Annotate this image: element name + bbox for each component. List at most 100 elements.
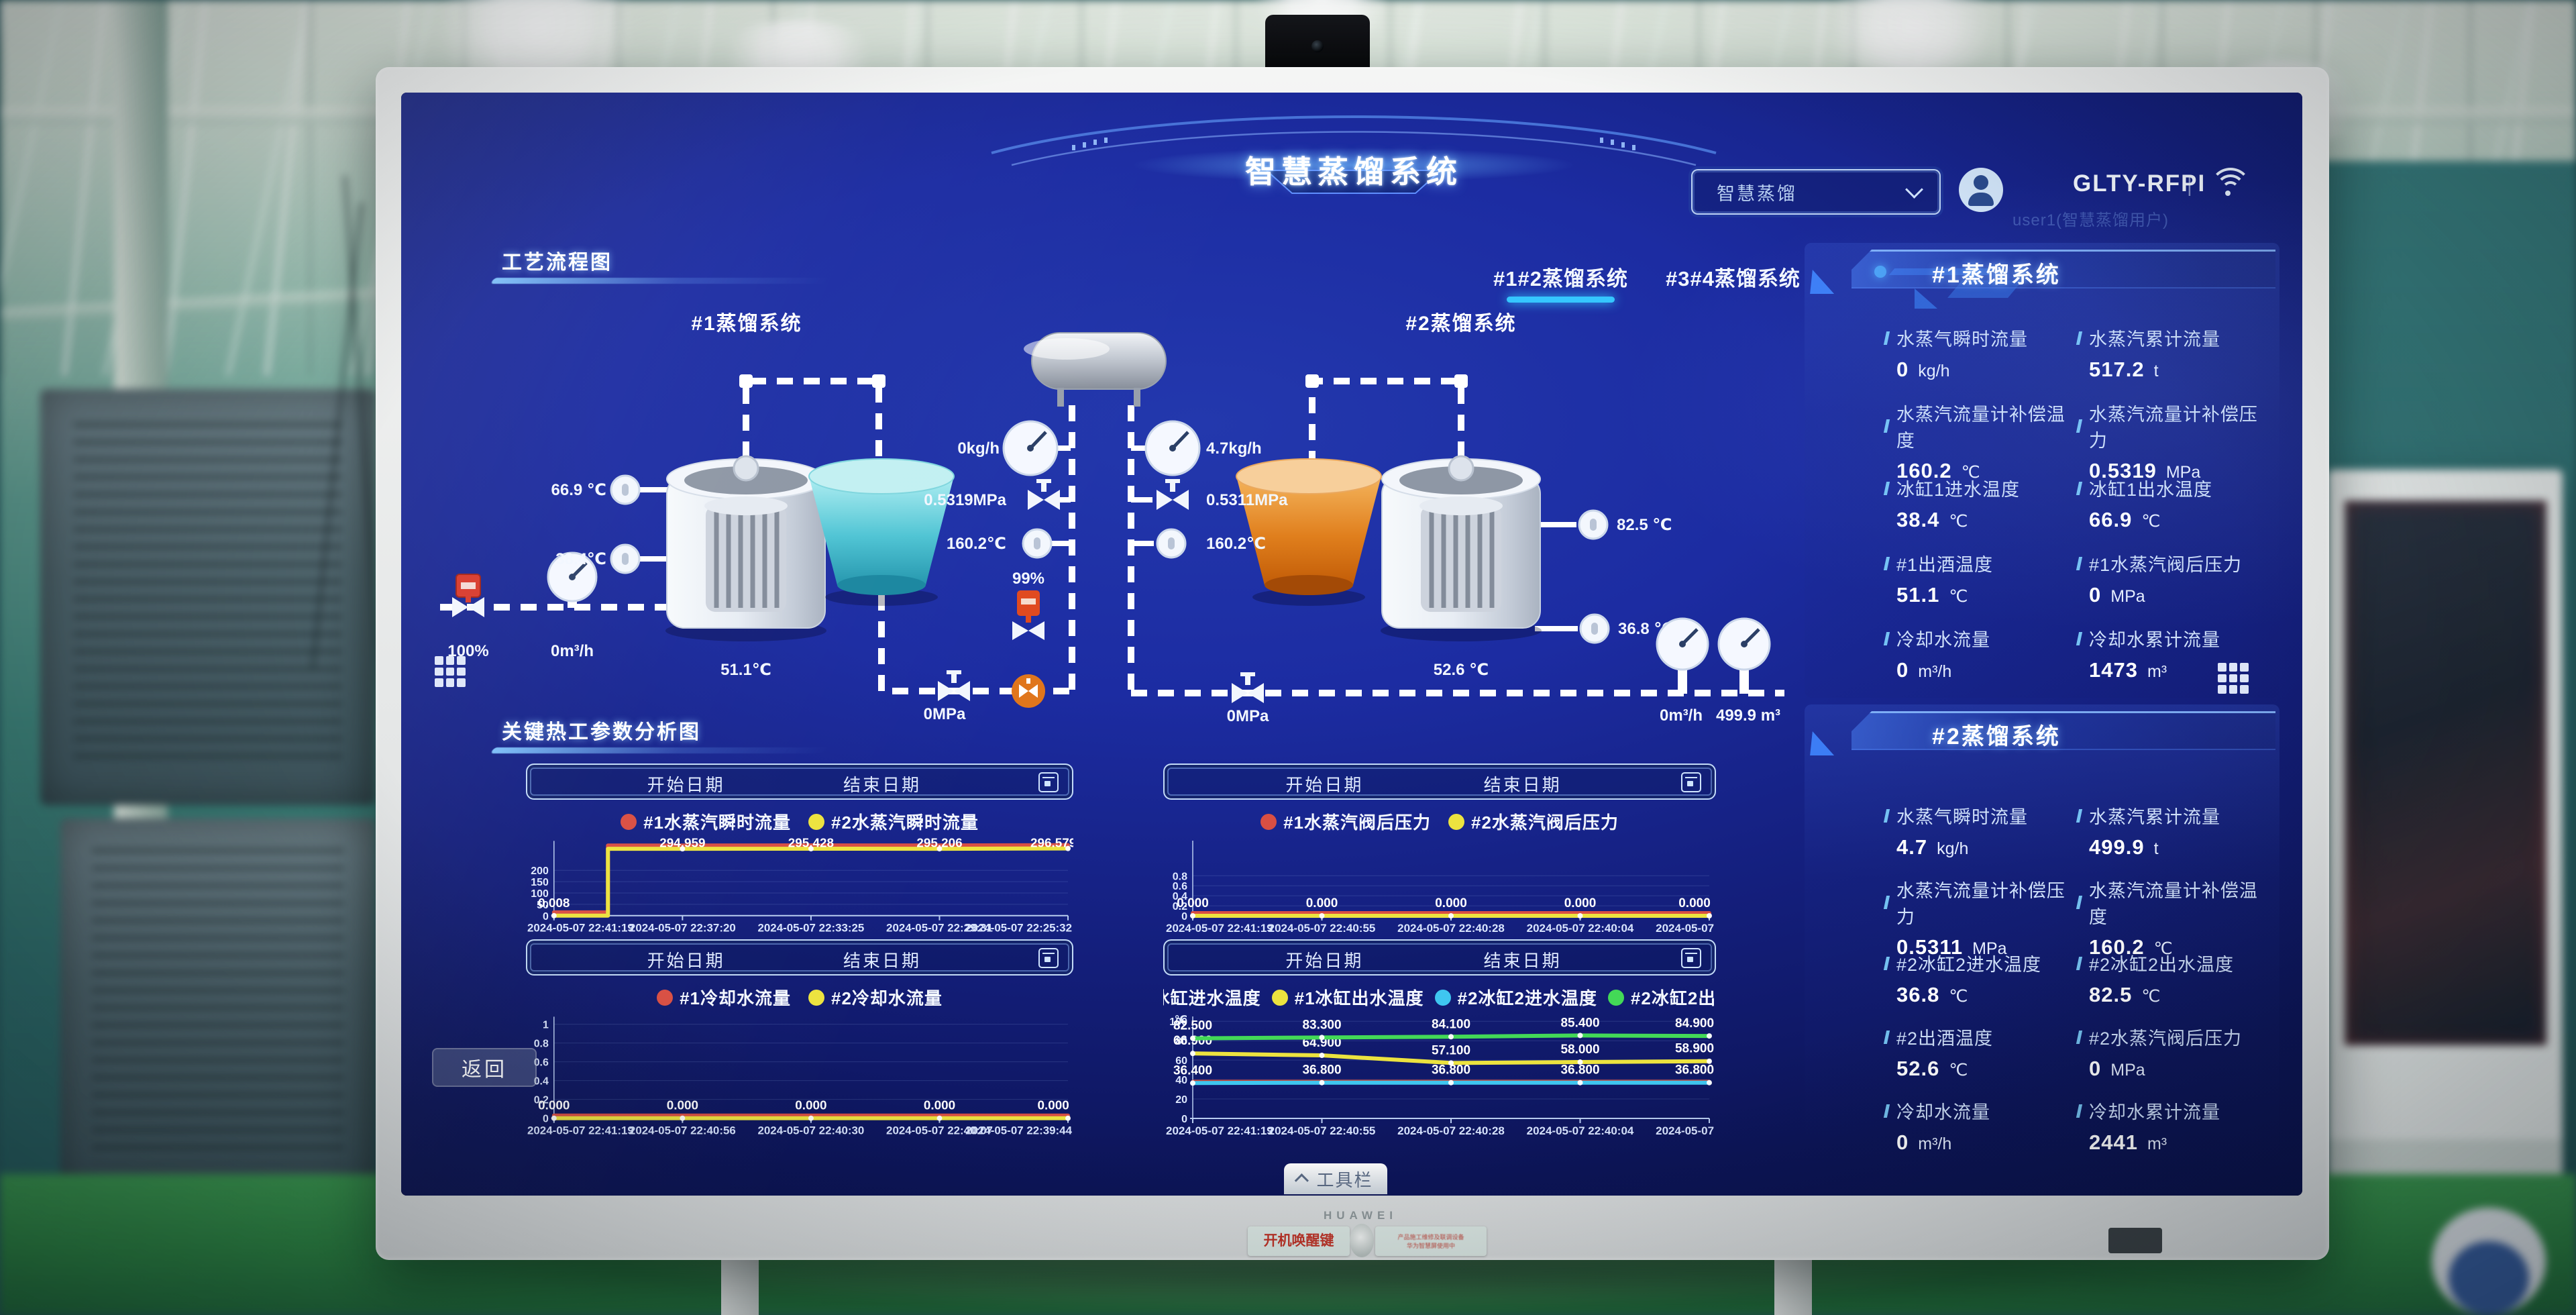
- calendar-icon[interactable]: [1681, 948, 1701, 968]
- metric-item: 冰缸1出水温度 66.9 ℃: [2076, 475, 2270, 550]
- brand-logo: HUAWEI: [1324, 1209, 1397, 1222]
- calendar-icon[interactable]: [1038, 948, 1059, 968]
- metric-item: #2冰缸2出水温度 82.5 ℃: [2076, 950, 2270, 1024]
- bottom-bezel: HUAWEI 开机唤醒键→→→ 产品施工维修及联调设备 华为智慧屏使用中: [401, 1200, 2302, 1260]
- feed-flow-gauge: [547, 551, 598, 608]
- svg-text:0.6: 0.6: [1173, 881, 1187, 892]
- svg-text:0.000: 0.000: [795, 1099, 826, 1113]
- start-date-field[interactable]: 开始日期: [647, 775, 725, 795]
- svg-text:2024-05-07 22:41:19: 2024-05-07 22:41:19: [527, 922, 634, 935]
- pot1-temp-label: 51.1℃: [720, 661, 771, 679]
- svg-text:2024-05-07 22:40:55: 2024-05-07 22:40:55: [1269, 1124, 1376, 1137]
- legend-label: #2冷却水流量: [831, 988, 943, 1008]
- panel-system-1: #1蒸馏系统 水蒸气瞬时流量 0 kg/h 水蒸汽累计: [1805, 243, 2279, 698]
- legend-label: #1冰缸进水温度: [1163, 988, 1261, 1008]
- feed-flowmeter: [452, 574, 484, 617]
- legend-dot-icon: [1260, 813, 1277, 830]
- user-avatar[interactable]: [1959, 168, 2003, 212]
- grid-menu-icon[interactable]: [2216, 662, 2250, 695]
- svg-text:0: 0: [1181, 1114, 1187, 1125]
- metric-tick-icon: [1883, 1104, 1890, 1118]
- steam2-temp-label: 160.2℃: [1206, 535, 1266, 553]
- metric-value: 66.9: [2089, 508, 2133, 531]
- chart-steam-flow: 开始日期 结束日期 #1水蒸汽瞬时流量 #2水蒸汽瞬时流量 200 150 100 50…: [526, 764, 1073, 937]
- svg-text:36.800: 36.800: [1675, 1063, 1714, 1077]
- panel2-metrics: 水蒸气瞬时流量 4.7 kg/h 水蒸汽累计流量 499.9 t: [1883, 802, 2270, 1171]
- legend-label: #1水蒸汽阀后压力: [1283, 812, 1431, 833]
- metric-value: 38.4: [1896, 508, 1940, 531]
- svg-text:0.000: 0.000: [1564, 896, 1597, 910]
- sensor-38-label: 38.4℃: [555, 550, 606, 568]
- metric-tick-icon: [1883, 556, 1890, 570]
- metric-item: 水蒸气瞬时流量 0 kg/h: [1883, 325, 2078, 400]
- tab-system-3-4[interactable]: #3#4蒸馏系统: [1665, 267, 1801, 291]
- system-selector-dropdown[interactable]: 智慧蒸馏: [1691, 169, 1941, 215]
- orange-valve: [1012, 674, 1045, 708]
- end-date-field[interactable]: 结束日期: [843, 775, 921, 795]
- grid-menu-icon[interactable]: [433, 655, 467, 688]
- end-date-field[interactable]: 结束日期: [1483, 951, 1562, 971]
- metric-value: 0.5311: [1896, 935, 1964, 959]
- panel2-title: #2蒸馏系统: [1932, 724, 2061, 749]
- metric-unit: ℃: [1961, 463, 1980, 482]
- svg-text:84.900: 84.900: [1675, 1016, 1714, 1031]
- metric-item: 水蒸汽流量计补偿压力 0.5311 MPa: [1883, 876, 2078, 959]
- steam-buffer-tank: [1024, 332, 1167, 407]
- date-range-picker[interactable]: 开始日期 结束日期: [526, 764, 1073, 800]
- svg-text:0.000: 0.000: [924, 1099, 955, 1113]
- power-button[interactable]: [1350, 1224, 1374, 1257]
- start-date-field[interactable]: 开始日期: [1285, 775, 1364, 795]
- metric-unit: ℃: [2141, 987, 2161, 1006]
- svg-text:2024-05-07 22:40:28: 2024-05-07 22:40:28: [1397, 922, 1505, 935]
- svg-text:0.6: 0.6: [534, 1057, 549, 1069]
- svg-text:2024-05-07 22:40:04: 2024-05-07 22:40:04: [1527, 1124, 1634, 1137]
- metric-tick-icon: [2076, 331, 2083, 345]
- metric-unit: MPa: [2110, 587, 2145, 606]
- svg-text:0.2: 0.2: [1173, 901, 1187, 912]
- pipes: [440, 378, 1784, 696]
- metric-label: 冰缸1进水温度: [1896, 480, 2021, 500]
- tab-system-1-2[interactable]: #1#2蒸馏系统: [1493, 262, 1628, 303]
- svg-text:0: 0: [543, 1114, 549, 1125]
- steam2-flow-label: 4.7kg/h: [1206, 439, 1262, 458]
- metric-unit: m³/h: [1918, 1135, 1952, 1153]
- svg-text:2024-05-07 22:41:19: 2024-05-07 22:41:19: [1166, 922, 1273, 935]
- metric-label: #2冰缸2进水温度: [1896, 955, 2042, 975]
- start-date-field[interactable]: 开始日期: [647, 951, 725, 971]
- svg-text:℃: ℃: [1175, 1014, 1187, 1026]
- svg-text:0.000: 0.000: [538, 1099, 570, 1113]
- metric-item: 水蒸气瞬时流量 4.7 kg/h: [1883, 802, 2078, 876]
- metric-item: 水蒸汽累计流量 499.9 t: [2076, 802, 2270, 876]
- metric-unit: MPa: [2165, 463, 2201, 482]
- selector-value: 智慧蒸馏: [1717, 183, 1797, 204]
- chart-legend: #1冰缸进水温度 #1冰缸出水温度 #2冰缸2进水温度 #2冰缸2出水温度: [1163, 985, 1716, 1010]
- svg-text:0.2: 0.2: [534, 1095, 549, 1106]
- steam1-flow-label: 0kg/h: [957, 439, 1000, 458]
- metric-label: #2出酒温度: [1896, 1029, 1994, 1049]
- date-range-picker[interactable]: 开始日期 结束日期: [526, 939, 1073, 976]
- svg-text:0.8: 0.8: [1173, 871, 1187, 882]
- legend-label: #1冰缸出水温度: [1294, 988, 1424, 1008]
- toolbar-button[interactable]: 工具栏: [1284, 1163, 1387, 1194]
- svg-text:40: 40: [1175, 1075, 1187, 1086]
- metric-unit: ℃: [2153, 939, 2173, 958]
- calendar-icon[interactable]: [1681, 772, 1701, 792]
- svg-text:80: 80: [1175, 1036, 1187, 1047]
- svg-text:294.959: 294.959: [659, 837, 705, 850]
- metric-value: 52.6: [1896, 1057, 1940, 1080]
- metric-label: 冷却水流量: [1896, 630, 1990, 650]
- metric-value: 0: [2089, 1057, 2102, 1080]
- svg-text:2024-05-07 22:40:30: 2024-05-07 22:40:30: [757, 1124, 864, 1137]
- legend-label: #2冰缸2出水温度: [1630, 988, 1716, 1008]
- date-range-picker[interactable]: 开始日期 结束日期: [1163, 764, 1716, 800]
- back-button[interactable]: 返回: [432, 1048, 537, 1087]
- metric-item: 冷却水累计流量 2441 m³: [2076, 1098, 2270, 1171]
- start-date-field[interactable]: 开始日期: [1285, 951, 1364, 971]
- legend-dot-icon: [621, 813, 637, 830]
- calendar-icon[interactable]: [1038, 772, 1059, 792]
- end-date-field[interactable]: 结束日期: [843, 951, 921, 971]
- date-range-picker[interactable]: 开始日期 结束日期: [1163, 939, 1716, 976]
- steam1-analyzer: [1012, 590, 1044, 640]
- end-date-field[interactable]: 结束日期: [1483, 775, 1562, 795]
- process-flow-diagram: #1蒸馏系统 #2蒸馏系统: [440, 312, 1784, 723]
